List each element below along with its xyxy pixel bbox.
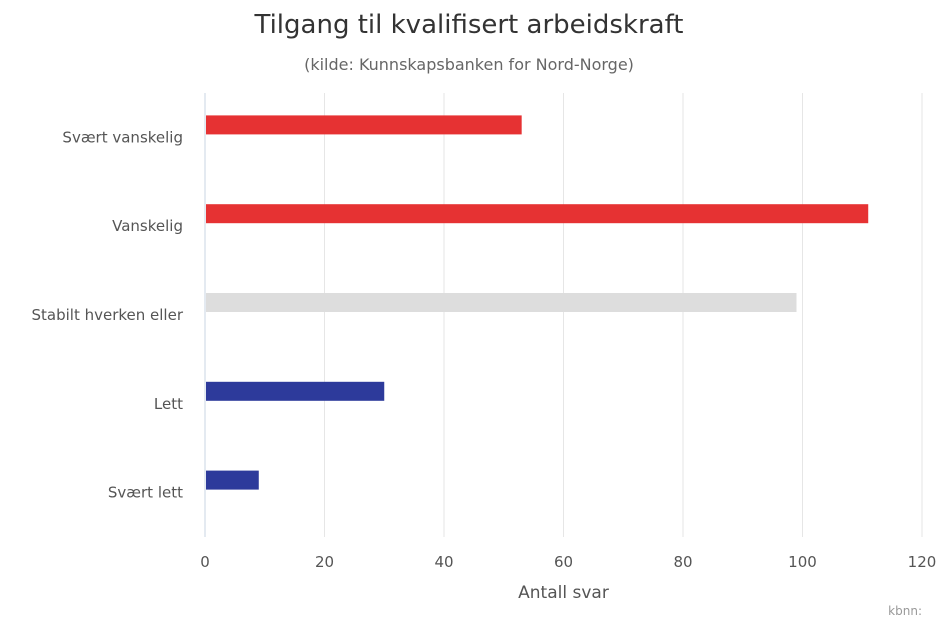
x-tick-labels: 0 20 40 60 80 100 120 <box>200 553 936 571</box>
category-label: Vanskelig <box>112 217 183 235</box>
category-label: Lett <box>154 395 183 413</box>
credit-label: kbnn: <box>888 604 922 618</box>
bar <box>206 381 385 401</box>
x-tick-label: 0 <box>200 553 210 571</box>
x-tick-label: 20 <box>315 553 334 571</box>
category-label: Stabilt hverken eller <box>32 306 184 324</box>
x-tick-label: 120 <box>908 553 937 571</box>
x-axis-title: Antall svar <box>518 583 609 603</box>
category-label: Svært lett <box>108 484 183 502</box>
x-tick-label: 60 <box>554 553 573 571</box>
chart-subtitle: (kilde: Kunnskapsbanken for Nord-Norge) <box>304 55 634 74</box>
category-label: Svært vanskelig <box>62 128 183 146</box>
chart-title: Tilgang til kvalifisert arbeidskraft <box>254 10 684 40</box>
x-tick-label: 80 <box>673 553 692 571</box>
bar <box>206 115 522 135</box>
bar <box>206 470 259 490</box>
gridlines <box>204 93 923 537</box>
bar <box>206 204 869 224</box>
category-labels: Svært vanskelig Vanskelig Stabilt hverken … <box>32 128 184 501</box>
x-tick-label: 40 <box>434 553 453 571</box>
bar <box>206 293 797 312</box>
x-tick-label: 100 <box>788 553 817 571</box>
bars <box>206 115 869 490</box>
